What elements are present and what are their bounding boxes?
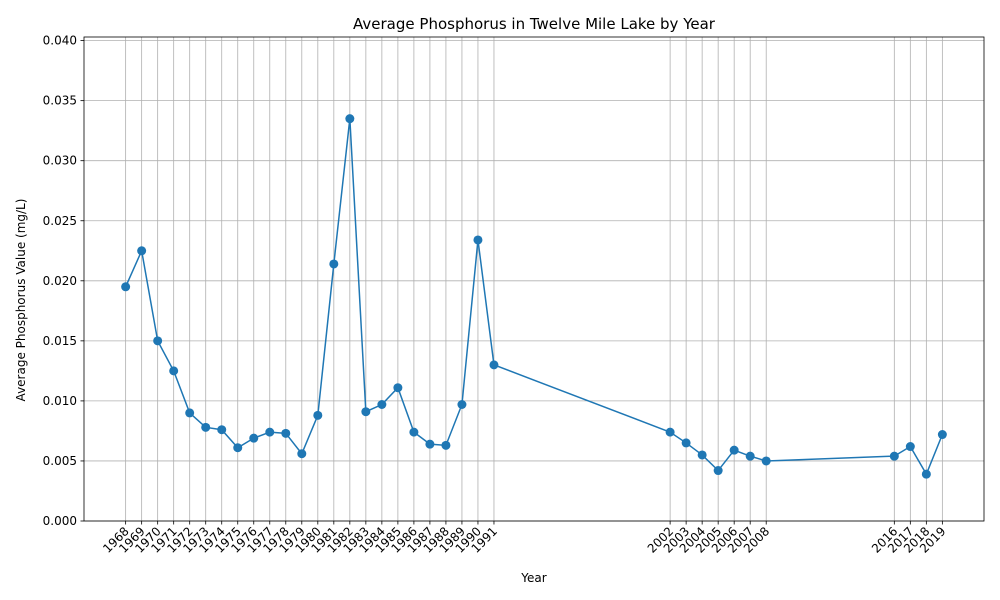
x-axis-title: Year bbox=[520, 571, 546, 585]
y-tick-label: 0.040 bbox=[43, 34, 77, 48]
y-tick-label: 0.030 bbox=[43, 154, 77, 168]
data-point bbox=[249, 433, 259, 443]
data-point bbox=[153, 336, 163, 346]
y-tick-label: 0.010 bbox=[43, 394, 77, 408]
data-point bbox=[489, 360, 499, 370]
data-point bbox=[745, 451, 755, 461]
data-point bbox=[217, 425, 227, 435]
data-point bbox=[425, 439, 435, 449]
x-axis: 1968196919701971197219731974197519761977… bbox=[100, 521, 948, 556]
y-axis: 0.000 0.005 0.010 0.015 0.020 0.025 0.030 0.035… bbox=[43, 34, 84, 528]
y-tick-label: 0.000 bbox=[43, 514, 77, 528]
data-point bbox=[681, 438, 691, 448]
data-point bbox=[889, 451, 899, 461]
data-point bbox=[313, 410, 323, 420]
data-point bbox=[409, 427, 419, 437]
data-point bbox=[265, 427, 275, 437]
data-point bbox=[729, 445, 739, 455]
data-point bbox=[713, 466, 723, 476]
y-axis-title: Average Phosphorus Value (mg/L) bbox=[14, 199, 28, 402]
series-line bbox=[124, 118, 944, 476]
data-point bbox=[121, 282, 131, 292]
data-point bbox=[761, 456, 771, 466]
data-point bbox=[329, 259, 339, 269]
data-point bbox=[345, 114, 355, 124]
data-point bbox=[457, 400, 467, 410]
y-tick-label: 0.015 bbox=[43, 334, 77, 348]
data-point bbox=[361, 407, 371, 417]
data-point bbox=[169, 366, 179, 376]
data-point bbox=[201, 422, 211, 432]
grid-lines bbox=[84, 37, 984, 522]
y-tick-label: 0.035 bbox=[43, 94, 77, 108]
data-point bbox=[937, 430, 947, 440]
data-point bbox=[137, 246, 147, 256]
series-phosphorus bbox=[121, 114, 947, 479]
data-point bbox=[905, 442, 915, 452]
data-point bbox=[921, 469, 931, 479]
plot-frame bbox=[83, 36, 985, 522]
data-point bbox=[185, 408, 195, 418]
data-point bbox=[665, 427, 675, 437]
y-tick-label: 0.025 bbox=[43, 214, 77, 228]
chart-title: Average Phosphorus in Twelve Mile Lake b… bbox=[353, 15, 716, 33]
data-point bbox=[473, 235, 483, 245]
data-point bbox=[377, 400, 387, 410]
data-point bbox=[697, 450, 707, 460]
data-point bbox=[441, 440, 451, 450]
y-tick-label: 0.020 bbox=[43, 274, 77, 288]
data-point bbox=[297, 449, 307, 459]
y-tick-label: 0.005 bbox=[43, 454, 77, 468]
plot-border bbox=[83, 36, 985, 522]
data-point bbox=[281, 428, 291, 438]
data-point bbox=[393, 383, 403, 393]
data-point bbox=[233, 443, 243, 453]
